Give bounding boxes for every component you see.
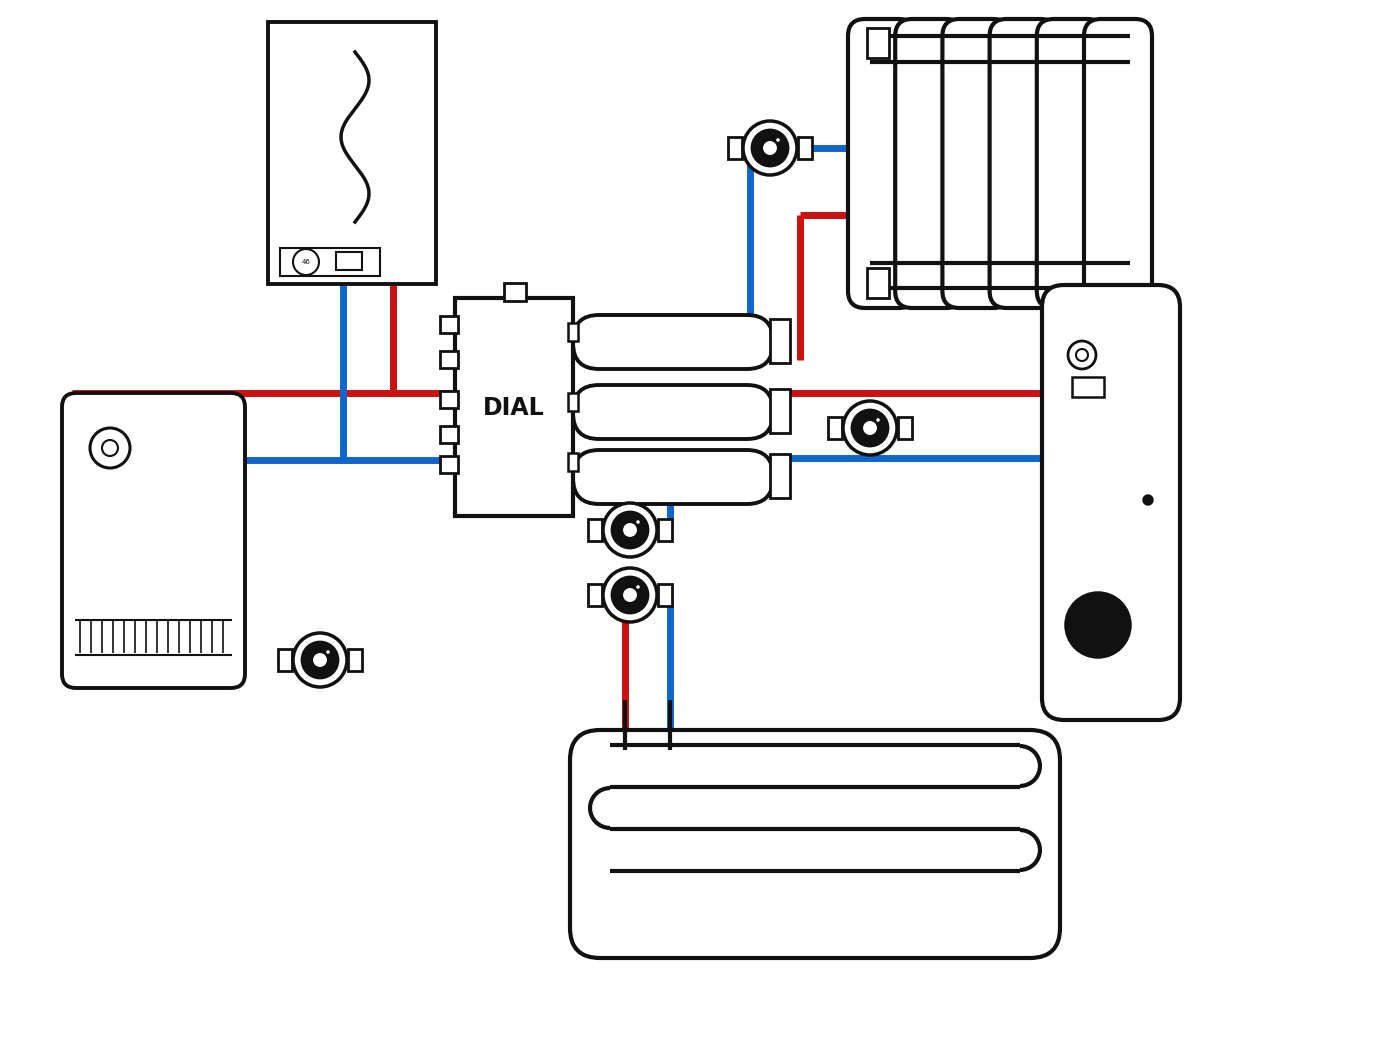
Bar xyxy=(798,137,812,159)
Bar xyxy=(657,584,671,606)
Bar xyxy=(456,298,573,516)
Circle shape xyxy=(326,650,330,654)
FancyBboxPatch shape xyxy=(848,19,917,308)
Bar xyxy=(657,519,671,541)
Bar xyxy=(568,452,578,471)
Circle shape xyxy=(603,503,657,557)
Bar xyxy=(898,417,912,439)
FancyBboxPatch shape xyxy=(1084,19,1152,308)
Circle shape xyxy=(1066,593,1130,657)
Bar xyxy=(440,391,458,408)
FancyBboxPatch shape xyxy=(1036,19,1105,308)
Circle shape xyxy=(875,418,880,422)
Circle shape xyxy=(612,577,648,613)
Circle shape xyxy=(91,428,130,468)
Bar xyxy=(279,649,293,671)
Bar xyxy=(588,584,602,606)
Bar xyxy=(568,323,578,341)
FancyBboxPatch shape xyxy=(896,19,963,308)
FancyBboxPatch shape xyxy=(573,385,773,439)
Circle shape xyxy=(1144,495,1153,505)
Circle shape xyxy=(742,121,797,175)
Circle shape xyxy=(623,587,638,603)
Circle shape xyxy=(776,138,780,142)
Bar xyxy=(588,519,602,541)
Bar xyxy=(827,417,841,439)
Bar xyxy=(267,22,436,284)
FancyBboxPatch shape xyxy=(943,19,1010,308)
Circle shape xyxy=(293,633,347,687)
Circle shape xyxy=(752,130,788,166)
Bar xyxy=(440,351,458,368)
Circle shape xyxy=(102,440,118,456)
Circle shape xyxy=(1068,341,1096,369)
Text: 46: 46 xyxy=(301,259,311,265)
Circle shape xyxy=(612,512,648,548)
Circle shape xyxy=(853,410,887,446)
Bar xyxy=(770,454,790,498)
FancyBboxPatch shape xyxy=(573,450,773,504)
Bar xyxy=(336,252,362,270)
Bar xyxy=(348,649,362,671)
Circle shape xyxy=(1075,349,1088,361)
Circle shape xyxy=(843,401,897,455)
Bar xyxy=(866,28,889,59)
Circle shape xyxy=(293,249,319,275)
FancyBboxPatch shape xyxy=(1042,285,1180,720)
Circle shape xyxy=(762,140,779,156)
Bar xyxy=(866,268,889,298)
Bar xyxy=(729,137,742,159)
Bar xyxy=(440,316,458,333)
Bar xyxy=(504,283,527,301)
FancyBboxPatch shape xyxy=(63,393,245,688)
Text: DIAL: DIAL xyxy=(483,396,545,420)
Circle shape xyxy=(312,652,327,668)
Circle shape xyxy=(603,568,657,622)
Bar xyxy=(280,248,380,276)
Bar xyxy=(770,389,790,433)
FancyBboxPatch shape xyxy=(989,19,1057,308)
Bar xyxy=(440,456,458,473)
Bar xyxy=(770,319,790,363)
FancyBboxPatch shape xyxy=(570,730,1060,958)
Bar xyxy=(1073,377,1105,397)
Bar xyxy=(440,426,458,443)
Circle shape xyxy=(862,420,878,436)
Circle shape xyxy=(623,522,638,538)
Circle shape xyxy=(635,584,641,589)
FancyBboxPatch shape xyxy=(573,315,773,369)
Circle shape xyxy=(302,642,338,678)
Bar xyxy=(568,393,578,411)
Circle shape xyxy=(635,519,641,525)
